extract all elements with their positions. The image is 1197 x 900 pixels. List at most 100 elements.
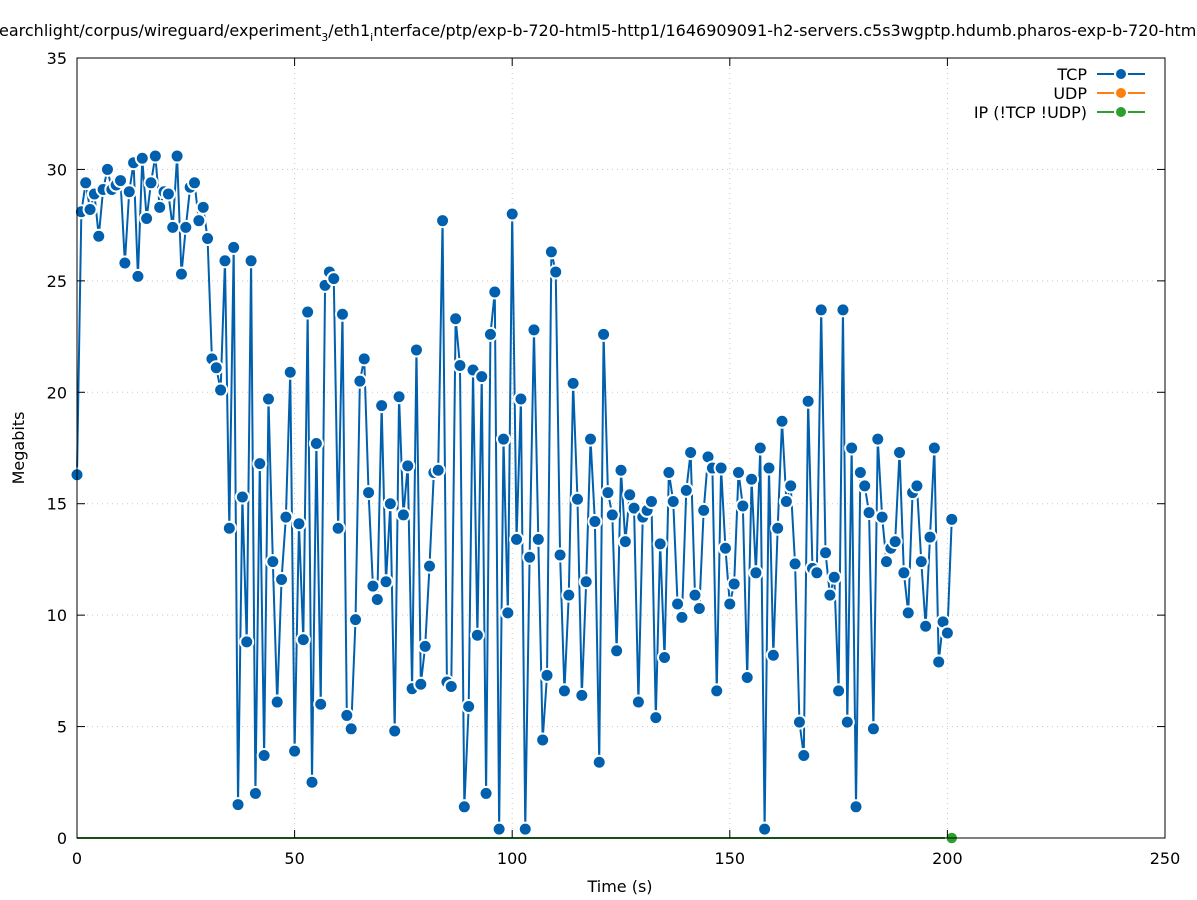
- tcp-data-point: [783, 478, 799, 494]
- tcp-data-point: [839, 714, 855, 730]
- tcp-data-point: [417, 638, 433, 654]
- tcp-data-point: [796, 748, 812, 764]
- tcp-data-point: [691, 600, 707, 616]
- tcp-data-point: [565, 375, 581, 391]
- tcp-data-point: [378, 574, 394, 590]
- tcp-data-point: [509, 531, 525, 547]
- tcp-data-point: [731, 465, 747, 481]
- tcp-data-point: [526, 322, 542, 338]
- tcp-data-point: [287, 743, 303, 759]
- tcp-data-point: [530, 531, 546, 547]
- tcp-data-point: [944, 511, 960, 527]
- legend-marker-tcp: [1114, 67, 1128, 81]
- tcp-data-point: [260, 391, 276, 407]
- tcp-data-point: [178, 219, 194, 235]
- tcp-data-point: [604, 507, 620, 523]
- tcp-data-point: [926, 440, 942, 456]
- tcp-data-point: [217, 253, 233, 269]
- tcp-data-point: [630, 694, 646, 710]
- tcp-data-point: [173, 266, 189, 282]
- tcp-data-point: [130, 268, 146, 284]
- tcp-data-point: [543, 244, 559, 260]
- tcp-data-point: [304, 774, 320, 790]
- tcp-data-point: [313, 696, 329, 712]
- tcp-data-point: [609, 643, 625, 659]
- y-tick-label: 30: [47, 160, 67, 179]
- tcp-data-point: [300, 304, 316, 320]
- tcp-data-point: [865, 721, 881, 737]
- chart-title: earchlight/corpus/wireguard/experiment3/…: [0, 21, 1196, 44]
- tcp-data-point: [308, 436, 324, 452]
- tcp-data-point: [678, 482, 694, 498]
- tcp-data-point: [696, 502, 712, 518]
- tcp-data-point: [552, 547, 568, 563]
- legend-marker-udp: [1114, 86, 1128, 100]
- tcp-data-point: [761, 460, 777, 476]
- tcp-data-point: [569, 491, 585, 507]
- tcp-data-point: [670, 596, 686, 612]
- tcp-data-point: [892, 444, 908, 460]
- tcp-data-point: [443, 678, 459, 694]
- tcp-data-point: [578, 574, 594, 590]
- tcp-data-point: [160, 186, 176, 202]
- tcp-data-point: [765, 647, 781, 663]
- title-part: i: [370, 31, 373, 44]
- tcp-data-point: [256, 748, 272, 764]
- tcp-data-point: [591, 754, 607, 770]
- tcp-data-point: [269, 694, 285, 710]
- tcp-data-point: [495, 431, 511, 447]
- tcp-data-point: [556, 683, 572, 699]
- tcp-data-point: [430, 462, 446, 478]
- title-part: nterface/ptp/exp-b-720-html5-http1/16469…: [373, 21, 1196, 40]
- tcp-data-point: [91, 228, 107, 244]
- tcp-data-point: [652, 536, 668, 552]
- tcp-data-point: [861, 505, 877, 521]
- tcp-data-point: [539, 667, 555, 683]
- y-axis-label: Megabits: [9, 412, 28, 485]
- tcp-data-point: [648, 710, 664, 726]
- tcp-data-point: [395, 507, 411, 523]
- tcp-data-point: [878, 554, 894, 570]
- axis-ticks: 0 5 10 15 20 25 30 35 0 50 100 150 200 250: [47, 49, 1181, 868]
- tcp-data-point: [478, 785, 494, 801]
- tcp-data-point: [187, 175, 203, 191]
- tcp-data-point: [382, 496, 398, 512]
- tcp-data-point: [265, 554, 281, 570]
- tcp-data-point: [369, 592, 385, 608]
- tcp-data-point: [339, 707, 355, 723]
- tcp-series-line: [76, 155, 953, 830]
- tcp-data-point: [774, 413, 790, 429]
- tcp-data-point: [500, 605, 516, 621]
- tcp-data-point: [356, 351, 372, 367]
- tcp-data-point: [169, 148, 185, 164]
- tcp-data-point: [587, 514, 603, 530]
- tcp-data-point: [200, 231, 216, 247]
- y-tick-label: 20: [47, 383, 67, 402]
- tcp-data-point: [213, 382, 229, 398]
- tcp-data-point: [117, 255, 133, 271]
- tcp-data-point: [757, 821, 773, 837]
- tcp-data-point: [278, 509, 294, 525]
- tcp-data-point: [82, 202, 98, 218]
- tcp-data-point: [352, 373, 368, 389]
- x-tick-label: 250: [1150, 849, 1181, 868]
- tcp-data-point: [78, 175, 94, 191]
- title-part: earchlight/corpus/wireguard/experiment: [0, 21, 321, 40]
- tcp-data-point: [687, 587, 703, 603]
- tcp-data-point: [852, 465, 868, 481]
- tcp-data-point: [787, 556, 803, 572]
- tcp-data-point: [134, 150, 150, 166]
- tcp-data-point: [857, 478, 873, 494]
- tcp-data-point: [791, 714, 807, 730]
- tcp-data-point: [348, 612, 364, 628]
- tcp-data-point: [548, 264, 564, 280]
- tcp-data-point: [226, 239, 242, 255]
- tcp-data-point: [448, 311, 464, 327]
- tcp-data-point: [165, 219, 181, 235]
- series-layer: [69, 148, 960, 845]
- tcp-data-point: [330, 520, 346, 536]
- tcp-data-point: [717, 540, 733, 556]
- tcp-data-point: [474, 369, 490, 385]
- y-tick-label: 5: [57, 718, 67, 737]
